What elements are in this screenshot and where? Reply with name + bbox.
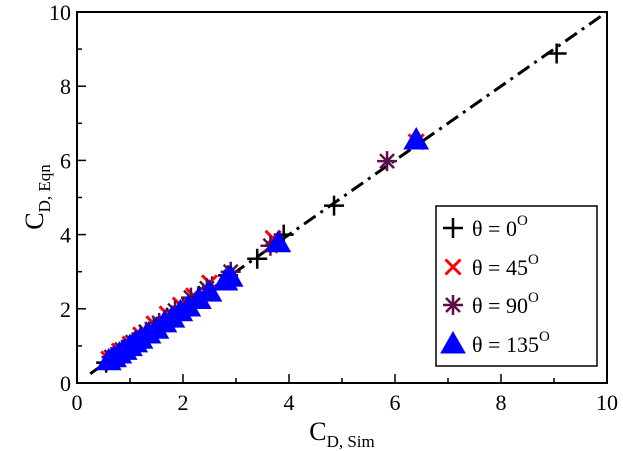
y-axis-title: CD, Eqn [20,164,54,230]
legend-label-90: θ = 90O [472,290,539,318]
legend-marker-3 [440,330,466,354]
data-point-3-14 [196,279,223,302]
data-point-2-6 [180,287,201,308]
legend-marker-1 [444,258,462,276]
data-point-3-16 [217,264,244,287]
y-tick-label-1: 2 [60,297,71,322]
x-tick-label-5: 10 [596,390,618,415]
x-tick-label-0: 0 [72,390,83,415]
x-tick-label-1: 2 [178,390,189,415]
legend-box [435,205,598,367]
data-point-0-14 [546,43,567,64]
legend-label-135: θ = 135O [472,329,550,357]
x-axis-title-main: C [309,417,326,446]
y-axis-title-sub: D, Eqn [35,164,54,213]
x-tick-label-2: 4 [284,390,295,415]
y-tick-label-5: 10 [49,0,71,25]
axis-ticks-layer: 0 2 4 6 8 10 0 2 4 6 8 10 [49,0,618,415]
reference-line-layer [89,10,608,375]
data-point-2-10 [377,151,398,172]
x-tick-label-4: 8 [496,390,507,415]
data-point-0-13 [324,195,345,216]
reference-line [89,10,608,375]
legend: θ = 0O θ = 45O θ = 90O θ = 135O [435,205,598,367]
y-tick-label-0: 0 [60,371,71,396]
legend-marker-2 [443,295,463,315]
y-tick-label-3: 6 [60,148,71,173]
x-tick-label-3: 6 [390,390,401,415]
data-point-3-18 [403,126,430,150]
data-point-0-11 [247,248,268,269]
x-axis-title: CD, Sim [309,417,375,451]
y-axis-title-main: C [20,212,49,229]
legend-marker-0 [443,218,463,238]
y-tick-label-4: 8 [60,74,71,99]
series-3 [95,126,430,371]
x-axis-title-sub: D, Sim [327,432,375,451]
legend-label-0: θ = 0O [472,213,528,241]
data-points-layer [95,43,567,373]
legend-markers [440,218,466,354]
legend-label-45: θ = 45O [472,252,539,280]
y-tick-label-2: 4 [60,223,71,248]
data-point-3-17 [265,229,292,253]
